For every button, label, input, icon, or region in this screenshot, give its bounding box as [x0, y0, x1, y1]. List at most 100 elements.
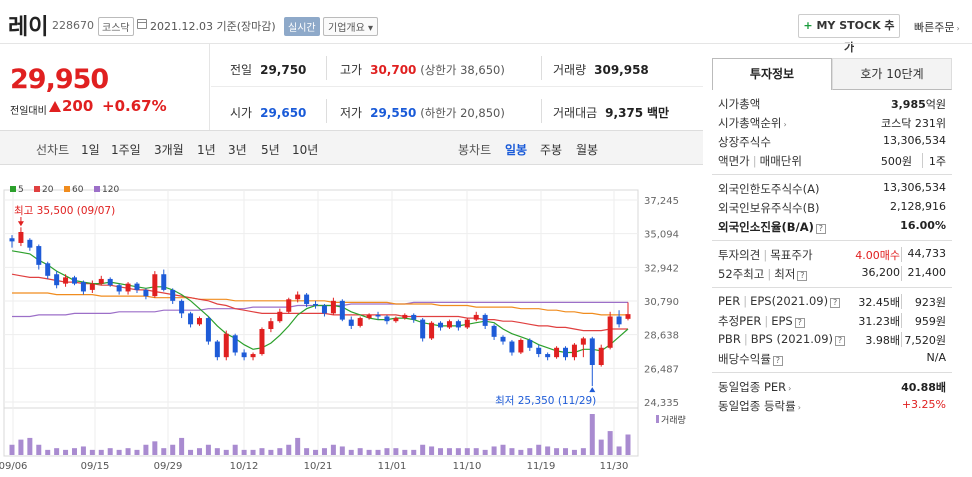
tab-orderbook[interactable]: 호가 10단계: [832, 58, 952, 90]
candle-body: [295, 294, 301, 300]
market-cap-group: 시가총액 3,985억원 시가총액순위 › 코스닥 231위 상장주식수 13,306,…: [712, 90, 952, 175]
volume-bar: [357, 448, 363, 455]
volume-bar: [348, 449, 354, 455]
volume-bar: [134, 449, 140, 455]
volume-bar: [143, 444, 149, 455]
candle-body: [545, 354, 551, 358]
volume-bar: [571, 449, 577, 455]
tab-investment-info[interactable]: 투자정보: [712, 58, 832, 90]
ma60-line: [12, 292, 628, 316]
stock-name: 레이: [8, 15, 49, 40]
up-triangle-icon: [49, 101, 61, 112]
volume-bar: [393, 448, 399, 455]
volume-bar: [366, 449, 372, 455]
candle-body: [205, 318, 211, 342]
volume-bar: [205, 444, 211, 455]
x-tick-label: 10/21: [304, 461, 333, 472]
volume-bar: [411, 449, 417, 455]
y-tick-label: 26,487: [644, 364, 679, 375]
volume-bar: [509, 448, 515, 455]
candle-body: [223, 333, 229, 358]
volume-bar: [464, 448, 470, 455]
candle-body: [536, 347, 542, 355]
quick-order-button[interactable]: 빠른주문 ›: [914, 21, 960, 34]
candle-body: [527, 339, 533, 348]
candle-daily[interactable]: 일봉: [505, 143, 528, 157]
help-icon[interactable]: ?: [815, 224, 826, 234]
shares-row: 상장주식수 13,306,534: [718, 134, 946, 149]
volume-bar: [161, 448, 167, 455]
candle-body: [321, 305, 327, 314]
line-chart-label: 선차트: [36, 143, 70, 157]
candle-body: [384, 316, 390, 322]
volume-bar: [268, 449, 274, 455]
candle-body: [429, 322, 435, 339]
candle-body: [589, 338, 595, 365]
price-change: 200: [49, 97, 93, 115]
candlestick-chart: 37,245 35,094 32,942 30,790 28,638 26,487 24,3…: [0, 166, 703, 477]
high-price: 고가 30,700 (상한가 38,650): [340, 63, 505, 77]
candle-body: [250, 354, 256, 358]
candle-body: [80, 282, 86, 292]
header-divider: [0, 43, 972, 44]
help-icon[interactable]: ?: [797, 271, 808, 281]
y-tick-label: 37,245: [644, 196, 679, 207]
volume-bar: [589, 414, 595, 455]
volume-bar: [259, 448, 265, 455]
high-annotation: 최고 35,500 (09/07): [14, 205, 115, 217]
candle-body: [196, 318, 202, 325]
company-overview-button[interactable]: 기업개요 ▾: [323, 17, 379, 36]
period-5y[interactable]: 5년: [261, 143, 280, 157]
volume-bar: [277, 448, 283, 455]
volume-label: 거래량: [661, 414, 686, 426]
my-stock-add-button[interactable]: + MY STOCK 추가: [798, 14, 900, 54]
volume-bar: [125, 448, 131, 455]
candle-weekly[interactable]: 주봉: [540, 143, 563, 157]
price-stats: 전일 29,750 고가 30,700 (상한가 38,650) 거래량 309,95…: [211, 44, 703, 130]
candle-body: [518, 339, 524, 353]
help-icon[interactable]: ?: [835, 336, 846, 346]
candle-body: [473, 314, 479, 320]
period-3y[interactable]: 3년: [228, 143, 247, 157]
stat-divider: [541, 99, 542, 123]
x-tick-label: 10/12: [230, 461, 259, 472]
candle-body: [616, 316, 622, 325]
volume-bar: [536, 444, 542, 455]
y-tick-label: 35,094: [644, 230, 679, 241]
volume-bar: [241, 449, 247, 455]
w52-row: 52주최고 | 최저? 36,200 21,400: [718, 266, 946, 281]
ma120-line: [12, 301, 628, 318]
high-arrow-head: [17, 221, 24, 227]
candle-body: [9, 238, 15, 242]
volume-bar: [455, 448, 461, 455]
candle-body: [170, 289, 176, 301]
period-1d[interactable]: 1일: [81, 143, 100, 157]
period-1w[interactable]: 1주일: [111, 143, 141, 157]
trade-amount: 거래대금 9,375 백만: [553, 106, 670, 120]
candle-body: [563, 347, 569, 358]
period-10y[interactable]: 10년: [292, 143, 319, 157]
current-price: 29,950: [10, 64, 109, 95]
volume-bar: [607, 431, 613, 455]
open-price: 시가 29,650: [230, 106, 307, 120]
foreign-limit-row: 외국인한도주식수(A) 13,306,534: [718, 181, 946, 196]
help-icon[interactable]: ?: [830, 298, 841, 308]
period-3m[interactable]: 3개월: [154, 143, 184, 157]
panel-tabs: 투자정보 호가 10단계: [712, 58, 952, 90]
help-icon[interactable]: ?: [772, 356, 783, 366]
volume-bar: [232, 444, 238, 455]
par-unit-row: 액면가 | 매매단위 500원 1주: [718, 153, 946, 168]
volume-bar: [616, 446, 622, 455]
realtime-button[interactable]: 실시간: [284, 17, 320, 36]
volume-bar: [500, 444, 506, 455]
investment-info-panel: 투자정보 호가 10단계 시가총액 3,985억원 시가총액순위 › 코스닥 231위…: [712, 58, 952, 419]
period-1y[interactable]: 1년: [197, 143, 216, 157]
help-icon[interactable]: ?: [794, 318, 805, 328]
candle-monthly[interactable]: 월봉: [576, 143, 599, 157]
volume-bar: [214, 448, 220, 455]
candle-body: [330, 300, 336, 314]
candle-body: [464, 319, 470, 328]
legend-label: 120: [102, 185, 119, 195]
low-annotation: 최저 25,350 (11/29): [495, 395, 596, 407]
per-row: PER | EPS(2021.09)? 32.45배 923원: [718, 294, 946, 309]
